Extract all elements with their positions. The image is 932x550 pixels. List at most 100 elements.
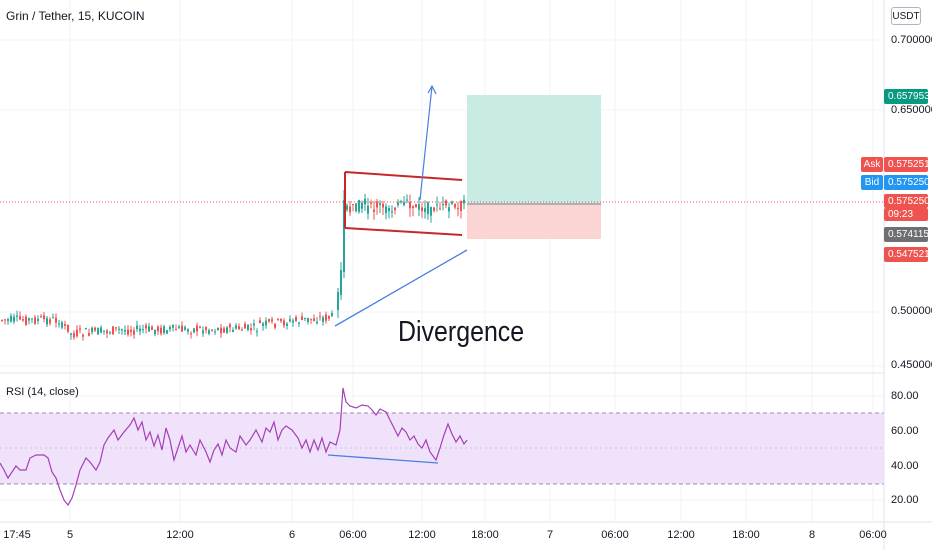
candle-body — [4, 319, 6, 321]
candle-body — [166, 330, 168, 334]
candle-body — [100, 327, 102, 333]
candle-body — [238, 326, 240, 330]
candle-body — [211, 329, 213, 331]
candle-body — [202, 330, 204, 334]
candle-body — [415, 204, 417, 207]
candle-body — [172, 324, 174, 328]
time-axis-label: 18:00 — [471, 529, 499, 541]
candle-body — [1, 319, 3, 321]
candle-body — [178, 326, 180, 329]
last-price-tag[interactable]: 0.575250 — [884, 194, 930, 208]
candle-body — [313, 318, 315, 322]
time-axis-label: 7 — [546, 529, 554, 541]
candle-body — [304, 317, 306, 320]
candle-body — [310, 318, 312, 320]
time-axis-label: 6 — [288, 529, 296, 541]
candle-body — [79, 328, 81, 330]
stop-price-tag[interactable]: 0.547521 — [884, 247, 930, 262]
candle-body — [328, 315, 330, 319]
stop-zone[interactable] — [467, 204, 601, 239]
entry-price-tag[interactable]: 0.574115 — [884, 227, 929, 242]
target-price-tag[interactable]: 0.657953 — [884, 89, 930, 104]
candle-body — [190, 333, 192, 335]
rsi-indicator-title[interactable]: RSI (14, close) — [6, 386, 79, 398]
time-axis-label: 18:00 — [732, 529, 760, 541]
rsi-tick: 40.00 — [891, 460, 919, 472]
candle-body — [331, 312, 333, 316]
candle-body — [406, 199, 408, 201]
candle-body — [277, 318, 279, 320]
symbol-title[interactable]: Grin / Tether, 15, KUCOIN — [6, 9, 145, 23]
candle-body — [109, 332, 111, 334]
target-arrow-head — [427, 84, 437, 95]
rsi-line[interactable] — [0, 387, 468, 507]
candle-body — [376, 201, 378, 208]
rsi-tick: 20.00 — [891, 494, 919, 506]
candle-body — [445, 200, 447, 206]
candle-body — [163, 326, 165, 333]
candle-body — [193, 328, 195, 333]
bid-label: Bid — [861, 175, 883, 190]
candle-body — [82, 334, 84, 337]
time-axis-label: 06:00 — [859, 529, 887, 541]
candle-body — [124, 329, 126, 332]
candle-body — [262, 323, 264, 326]
target-zone[interactable] — [467, 95, 601, 204]
channel-lower-line[interactable] — [344, 227, 463, 236]
candle-body — [373, 209, 375, 212]
candle-body — [283, 320, 285, 326]
candle-body — [463, 199, 465, 204]
ask-price-tag[interactable]: 0.575251 — [884, 157, 930, 172]
candle-body — [142, 329, 144, 331]
candle-body — [151, 326, 153, 330]
candle-body — [235, 325, 237, 329]
candle-body — [367, 205, 369, 214]
candle-body — [352, 204, 354, 206]
candle-body — [403, 202, 405, 206]
candle-body — [253, 323, 255, 326]
candle-body — [85, 328, 87, 330]
candle-body — [52, 317, 54, 319]
candle-body — [388, 208, 390, 212]
candle-body — [31, 318, 33, 320]
candle-body — [208, 330, 210, 334]
bid-price-tag[interactable]: 0.575250 — [884, 175, 930, 190]
candle-body — [112, 326, 114, 335]
candle-body — [409, 202, 411, 209]
candle-body — [319, 316, 321, 318]
time-axis-label: 17:45 — [3, 529, 31, 541]
candle-body — [256, 331, 258, 333]
candle-body — [136, 325, 138, 330]
time-axis-label: 12:00 — [408, 529, 436, 541]
candle-body — [121, 329, 123, 331]
candle-body — [91, 327, 93, 333]
rsi-trendline[interactable] — [327, 454, 439, 464]
candle-body — [448, 207, 450, 212]
candle-body — [28, 318, 30, 321]
candle-body — [49, 319, 51, 324]
candle-body — [232, 330, 234, 333]
candle-body — [340, 270, 342, 295]
candle-body — [43, 315, 45, 320]
target-arrow-line[interactable] — [419, 85, 433, 201]
price-trendline[interactable] — [334, 249, 468, 327]
candle-body — [169, 327, 171, 330]
currency-button[interactable]: USDT — [891, 7, 921, 25]
candle-body — [418, 204, 420, 210]
candle-body — [106, 330, 108, 334]
candle-body — [223, 328, 225, 333]
candle-body — [442, 204, 444, 206]
candle-body — [226, 327, 228, 333]
candle-body — [115, 327, 117, 329]
candle-body — [400, 201, 402, 203]
candle-body — [259, 320, 261, 324]
candle-body — [139, 328, 141, 332]
candle-body — [457, 207, 459, 209]
channel-upper-line[interactable] — [344, 171, 463, 181]
divergence-annotation[interactable]: Divergence — [398, 316, 525, 348]
candle-body — [160, 327, 162, 334]
candle-body — [460, 201, 462, 211]
